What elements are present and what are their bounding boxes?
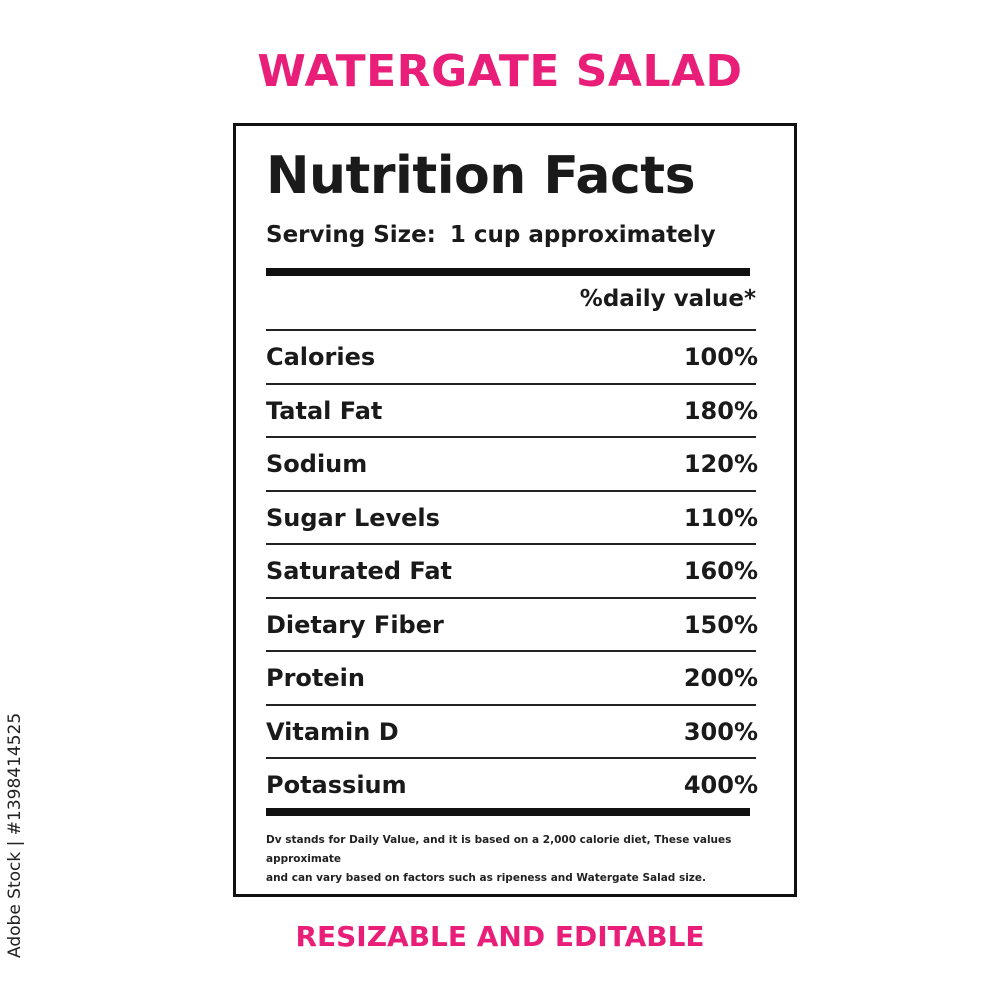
nutrient-percent: 110% [683, 503, 758, 532]
serving-size-label: Serving Size: [266, 222, 436, 248]
nutrient-row: Potassium 400% [266, 757, 758, 811]
nutrient-row: Saturated Fat 160% [266, 543, 758, 597]
nutrient-row: Vitamin D 300% [266, 703, 758, 758]
footnote: Dv stands for Daily Value, and it is bas… [266, 831, 796, 888]
nutrient-percent: 100% [683, 343, 758, 371]
nutrient-percent: 300% [683, 717, 758, 746]
footnote-line: and can vary based on factors such as ri… [266, 872, 707, 884]
nutrient-name: Sodium [266, 450, 368, 478]
subtitle: RESIZABLE AND EDITABLE [295, 920, 705, 953]
nutrient-percent: 120% [683, 450, 758, 478]
stock-id-text: Adobe Stock | #1398414525 [5, 712, 25, 958]
nutrient-percent: 400% [683, 771, 758, 799]
nutrition-facts-title: Nutrition Facts [266, 146, 696, 206]
nutrient-name: Calories [266, 343, 376, 371]
nutrient-percent: 160% [683, 557, 758, 585]
nutrient-name: Vitamin D [266, 717, 399, 746]
nutrient-percent: 150% [683, 610, 758, 639]
nutrition-label: Nutrition Facts Serving Size: 1 cup appro… [233, 123, 797, 897]
nutrient-row: Sodium 120% [266, 436, 758, 490]
nutrient-row: Calories 100% [266, 329, 758, 383]
nutrient-row: Protein 200% [266, 650, 758, 704]
daily-value-header: %daily value* [579, 286, 756, 312]
nutrient-rows: Calories 100% Tatal Fat 180% Sodium 120% Su… [266, 329, 758, 811]
nutrient-row: Dietary Fiber 150% [266, 596, 758, 651]
nutrient-name: Saturated Fat [266, 557, 453, 585]
nutrient-name: Protein [266, 664, 365, 692]
nutrient-row: Tatal Fat 180% [266, 382, 758, 437]
serving-size-value: 1 cup approximately [449, 222, 716, 248]
nutrient-row: Sugar Levels 110% [266, 489, 758, 544]
top-divider-bar [266, 268, 750, 276]
nutrient-name: Dietary Fiber [266, 610, 444, 639]
nutrient-percent: 200% [683, 664, 758, 692]
nutrient-name: Potassium [266, 771, 407, 799]
bottom-divider-bar [266, 808, 750, 816]
footnote-line: Dv stands for Daily Value, and it is bas… [266, 834, 732, 865]
nutrient-name: Tatal Fat [266, 396, 383, 425]
nutrient-percent: 180% [683, 396, 758, 425]
serving-size: Serving Size: 1 cup approximately [266, 222, 716, 248]
nutrient-name: Sugar Levels [266, 503, 440, 532]
page-title: WATERGATE SALAD [257, 46, 743, 97]
